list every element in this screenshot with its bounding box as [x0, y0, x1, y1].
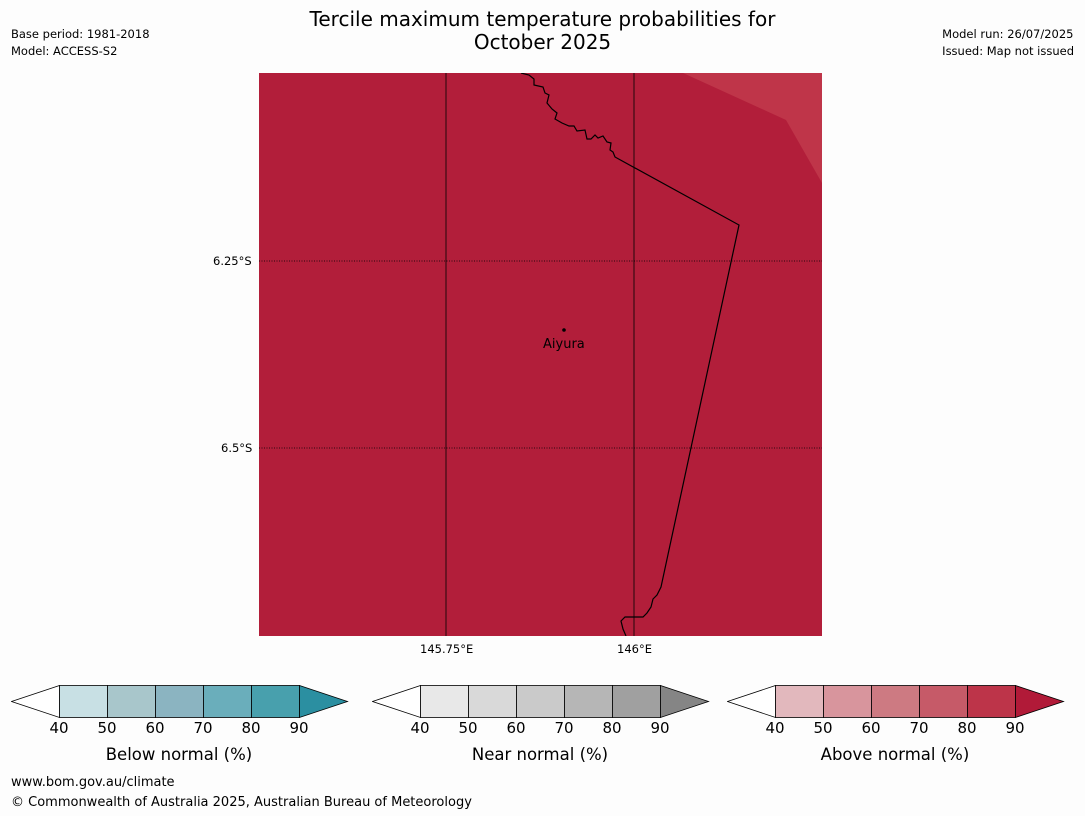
colorbar-1-tick-60: 60 — [506, 719, 526, 737]
colorbar-1-segment-4 — [612, 685, 661, 718]
colorbar-2-tick-80: 80 — [957, 719, 977, 737]
colorbar-2-segment-3 — [919, 685, 968, 718]
base-period: Base period: 1981-2018 — [11, 27, 150, 41]
lon-label-145-75: 145.75°E — [420, 642, 474, 656]
colorbar-0-segment-1 — [107, 685, 156, 718]
lighter-region — [683, 73, 822, 183]
colorbar-0-tick-90: 90 — [289, 719, 309, 737]
title-line-2: October 2025 — [473, 30, 612, 54]
colorbar-0-low-arrow — [11, 685, 60, 719]
colorbar-2-tick-40: 40 — [765, 719, 785, 737]
province-boundary — [520, 73, 740, 636]
colorbar-2-high-arrow — [1015, 685, 1065, 719]
map-panel — [259, 73, 822, 636]
colorbar-2-tick-50: 50 — [813, 719, 833, 737]
colorbar-0-tick-40: 40 — [49, 719, 69, 737]
model-run: Model run: 26/07/2025 — [942, 27, 1074, 41]
title-line-1: Tercile maximum temperature probabilitie… — [309, 7, 776, 31]
colorbar-0-label: Below normal (%) — [105, 745, 253, 764]
colorbar-2 — [727, 685, 1065, 719]
colorbar-1-segment-0 — [420, 685, 469, 718]
colorbar-2-low-arrow — [727, 685, 776, 719]
aiyura-marker — [562, 328, 566, 332]
colorbar-1-tick-50: 50 — [458, 719, 478, 737]
issued-status: Issued: Map not issued — [942, 44, 1074, 58]
colorbar-1-segment-2 — [516, 685, 565, 718]
colorbar-0 — [11, 685, 349, 719]
meta-right: Model run: 26/07/2025 Issued: Map not is… — [942, 26, 1074, 60]
colorbar-0-segment-4 — [251, 685, 300, 718]
colorbar-0-segment-3 — [203, 685, 252, 718]
colorbar-1-high-arrow — [660, 685, 710, 719]
aiyura-label: Aiyura — [543, 337, 585, 352]
model-name: Model: ACCESS-S2 — [11, 44, 118, 58]
lat-label-6-5: 6.5°S — [221, 441, 253, 455]
colorbar-2-tick-90: 90 — [1005, 719, 1025, 737]
colorbar-2-tick-70: 70 — [909, 719, 929, 737]
colorbar-1-label: Near normal (%) — [471, 745, 609, 764]
lat-label-6-25: 6.25°S — [213, 254, 252, 268]
meta-left: Base period: 1981-2018 Model: ACCESS-S2 — [11, 26, 150, 60]
colorbar-1-tick-80: 80 — [602, 719, 622, 737]
colorbar-2-tick-60: 60 — [861, 719, 881, 737]
colorbar-0-segment-2 — [155, 685, 204, 718]
colorbar-0-tick-70: 70 — [193, 719, 213, 737]
colorbar-0-tick-80: 80 — [241, 719, 261, 737]
lon-label-146: 146°E — [617, 642, 652, 656]
colorbar-1-segment-1 — [468, 685, 517, 718]
footer-copyright: © Commonwealth of Australia 2025, Austra… — [11, 795, 472, 810]
colorbar-0-tick-60: 60 — [145, 719, 165, 737]
colorbar-2-segment-1 — [823, 685, 872, 718]
map-title: Tercile maximum temperature probabilitie… — [0, 8, 1085, 54]
footer-url: www.bom.gov.au/climate — [11, 775, 175, 790]
colorbar-1-tick-40: 40 — [410, 719, 430, 737]
colorbar-2-segment-2 — [871, 685, 920, 718]
colorbar-0-high-arrow — [299, 685, 349, 719]
colorbar-0-tick-50: 50 — [97, 719, 117, 737]
colorbar-1-tick-90: 90 — [650, 719, 670, 737]
colorbar-1-tick-70: 70 — [554, 719, 574, 737]
map-fill — [259, 73, 822, 636]
colorbar-2-segment-0 — [775, 685, 824, 718]
colorbar-0-segment-0 — [59, 685, 108, 718]
colorbar-2-segment-4 — [967, 685, 1016, 718]
colorbar-1-low-arrow — [372, 685, 421, 719]
colorbar-1 — [372, 685, 710, 719]
colorbar-2-label: Above normal (%) — [820, 745, 970, 764]
colorbar-1-segment-3 — [564, 685, 613, 718]
